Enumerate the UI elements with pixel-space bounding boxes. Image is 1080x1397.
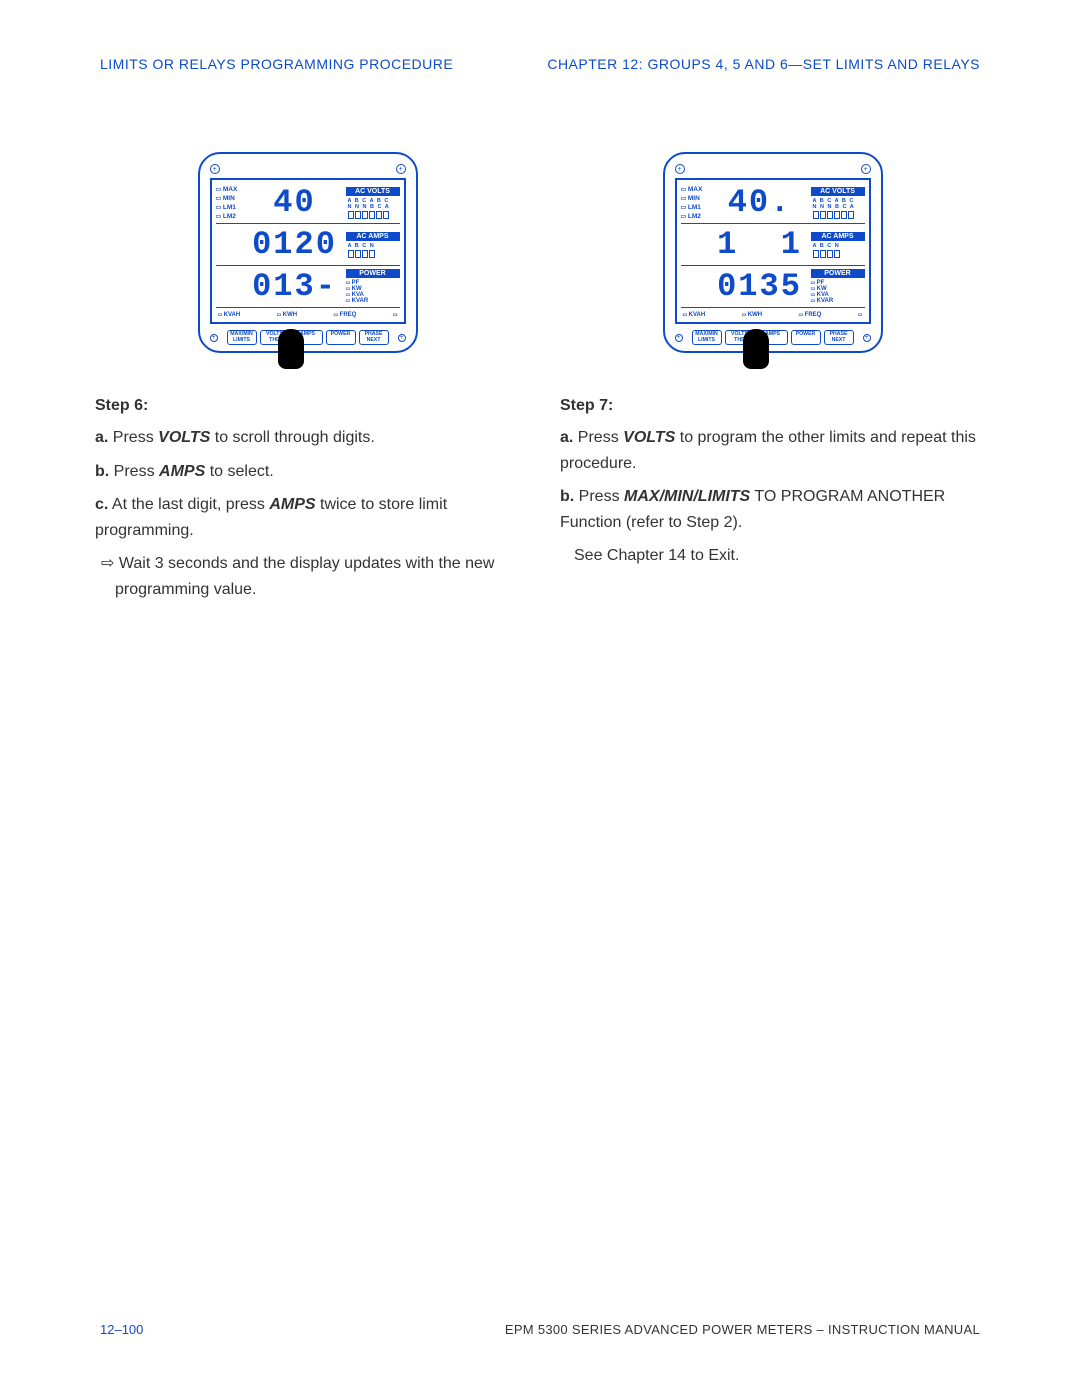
- btn-phase-next[interactable]: PHASENEXT: [359, 330, 389, 345]
- header-left: LIMITS OR RELAYS PROGRAMMING PROCEDURE: [100, 56, 453, 72]
- ind-kvar: KVAR: [346, 298, 369, 304]
- button-row: MAX/MINLIMITS VOLTSTHD AMPS POWER PHASEN…: [210, 330, 406, 345]
- step6-line-a: a. Press VOLTS to scroll through digits.: [95, 425, 520, 451]
- step6-arrow-line: ⇨ Wait 3 seconds and the display updates…: [101, 551, 520, 602]
- step6-line-b: b. Press AMPS to select.: [95, 459, 520, 485]
- step7-text: Step 7: a. Press VOLTS to program the ot…: [560, 393, 985, 569]
- phase-row2: N N N B C A: [811, 204, 855, 210]
- amps-phases: A B C N: [811, 243, 840, 249]
- column-step7: MAX MIN LM1 LM2 40. AC VOLTS A B C A B C…: [560, 152, 985, 611]
- power-labels: POWER PF KW KVA KVAR: [346, 269, 400, 304]
- page-number: 12–100: [100, 1322, 143, 1337]
- page-footer: 12–100 EPM 5300 SERIES ADVANCED POWER ME…: [100, 1322, 980, 1337]
- ind-kvar: KVAR: [811, 298, 834, 304]
- screw-icon: [210, 334, 218, 342]
- main-content: MAX MIN LM1 LM2 40 AC VOLTS A B C A B C …: [0, 72, 1080, 611]
- ind-lm1: LM1: [216, 204, 244, 211]
- btn-maxmin-limits[interactable]: MAX/MINLIMITS: [227, 330, 257, 345]
- lcd-screen: MAX MIN LM1 LM2 40. AC VOLTS A B C A B C…: [675, 178, 871, 324]
- power-labels: POWER PF KW KVA KVAR: [811, 269, 865, 304]
- indicator-boxes: [811, 211, 854, 219]
- ind-lm2: LM2: [216, 213, 244, 220]
- left-indicators: MAX MIN LM1 LM2: [216, 186, 244, 220]
- step6-line-c: c. At the last digit, press AMPS twice t…: [95, 492, 520, 543]
- finger-icon: [743, 329, 769, 369]
- lcd-row-volts: MAX MIN LM1 LM2 40. AC VOLTS A B C A B C…: [681, 184, 865, 224]
- btn-maxmin-limits[interactable]: MAX/MINLIMITS: [692, 330, 722, 345]
- meter-left: MAX MIN LM1 LM2 40 AC VOLTS A B C A B C …: [198, 152, 418, 353]
- volts-labels: AC VOLTS A B C A B C N N N B C A: [811, 187, 865, 219]
- button-row: MAX/MINLIMITS VOLTSTHD AMPS POWER PHASEN…: [675, 330, 871, 345]
- step7-extra: See Chapter 14 to Exit.: [560, 543, 985, 569]
- ind-kvah: KVAH: [218, 312, 241, 318]
- meter-buttons: MAX/MINLIMITS VOLTSTHD AMPS POWER PHASEN…: [692, 330, 854, 345]
- lcd-screen: MAX MIN LM1 LM2 40 AC VOLTS A B C A B C …: [210, 178, 406, 324]
- meter-wrap-left: MAX MIN LM1 LM2 40 AC VOLTS A B C A B C …: [95, 152, 520, 353]
- left-indicators: MAX MIN LM1 LM2: [681, 186, 709, 220]
- power-value: 013-: [244, 268, 346, 305]
- bottom-indicators: KVAH KWH FREQ: [681, 310, 865, 318]
- lcd-row-power: 0135 POWER PF KW KVA KVAR: [681, 268, 865, 308]
- ind-max: MAX: [681, 186, 709, 193]
- ind-min: MIN: [216, 195, 244, 202]
- manual-title: EPM 5300 SERIES ADVANCED POWER METERS – …: [505, 1322, 980, 1337]
- power-header: POWER: [811, 269, 865, 278]
- lcd-row-volts: MAX MIN LM1 LM2 40 AC VOLTS A B C A B C …: [216, 184, 400, 224]
- step7-title: Step 7:: [560, 393, 985, 419]
- lcd-row-amps: 1 1 AC AMPS A B C N: [681, 226, 865, 266]
- screw-icon: [396, 164, 406, 174]
- ind-kwh: KWH: [742, 312, 762, 318]
- screw-icon: [675, 164, 685, 174]
- ind-freq: FREQ: [334, 312, 357, 318]
- amps-phases: A B C N: [346, 243, 375, 249]
- ind-lm1: LM1: [681, 204, 709, 211]
- ac-amps-header: AC AMPS: [811, 232, 865, 241]
- amps-value: 0120: [244, 226, 346, 263]
- volts-value: 40.: [709, 184, 811, 221]
- screw-icon: [210, 164, 220, 174]
- ind-kvah: KVAH: [683, 312, 706, 318]
- amps-labels: AC AMPS A B C N: [811, 232, 865, 258]
- btn-power[interactable]: POWER: [326, 330, 356, 345]
- volts-labels: AC VOLTS A B C A B C N N N B C A: [346, 187, 400, 219]
- screw-icon: [398, 334, 406, 342]
- meter-right: MAX MIN LM1 LM2 40. AC VOLTS A B C A B C…: [663, 152, 883, 353]
- step6-text: Step 6: a. Press VOLTS to scroll through…: [95, 393, 520, 602]
- ac-volts-header: AC VOLTS: [811, 187, 865, 196]
- ac-volts-header: AC VOLTS: [346, 187, 400, 196]
- screw-icon: [863, 334, 871, 342]
- indicator-boxes: [346, 211, 389, 219]
- step6-title: Step 6:: [95, 393, 520, 419]
- screw-icon: [861, 164, 871, 174]
- btn-phase-next[interactable]: PHASENEXT: [824, 330, 854, 345]
- amps-labels: AC AMPS A B C N: [346, 232, 400, 258]
- step7-line-a: a. Press VOLTS to program the other limi…: [560, 425, 985, 476]
- ind-max: MAX: [216, 186, 244, 193]
- screw-icon: [675, 334, 683, 342]
- phase-row2: N N N B C A: [346, 204, 390, 210]
- volts-value: 40: [244, 184, 346, 221]
- ac-amps-header: AC AMPS: [346, 232, 400, 241]
- power-header: POWER: [346, 269, 400, 278]
- page-header: LIMITS OR RELAYS PROGRAMMING PROCEDURE C…: [0, 0, 1080, 72]
- ind-lm2: LM2: [681, 213, 709, 220]
- meter-wrap-right: MAX MIN LM1 LM2 40. AC VOLTS A B C A B C…: [560, 152, 985, 353]
- ind-freq: FREQ: [799, 312, 822, 318]
- finger-icon: [278, 329, 304, 369]
- amps-value: 1 1: [709, 226, 811, 263]
- ind-min: MIN: [681, 195, 709, 202]
- ind-kwh: KWH: [277, 312, 297, 318]
- lcd-row-amps: 0120 AC AMPS A B C N: [216, 226, 400, 266]
- header-right: CHAPTER 12: GROUPS 4, 5 AND 6—SET LIMITS…: [547, 56, 980, 72]
- meter-buttons: MAX/MINLIMITS VOLTSTHD AMPS POWER PHASEN…: [227, 330, 389, 345]
- indicator-boxes: [346, 250, 375, 258]
- btn-power[interactable]: POWER: [791, 330, 821, 345]
- lcd-row-power: 013- POWER PF KW KVA KVAR: [216, 268, 400, 308]
- power-value: 0135: [709, 268, 811, 305]
- bottom-indicators: KVAH KWH FREQ: [216, 310, 400, 318]
- indicator-boxes: [811, 250, 840, 258]
- step7-line-b: b. Press MAX/MIN/LIMITS TO PROGRAM ANOTH…: [560, 484, 985, 535]
- column-step6: MAX MIN LM1 LM2 40 AC VOLTS A B C A B C …: [95, 152, 520, 611]
